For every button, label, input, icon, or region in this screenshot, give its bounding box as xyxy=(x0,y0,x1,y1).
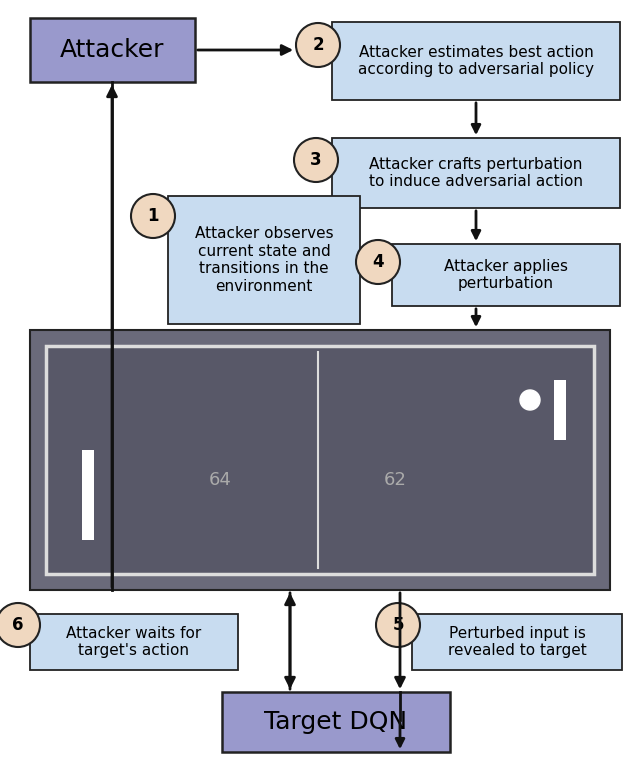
Text: 1: 1 xyxy=(147,207,159,225)
Text: 64: 64 xyxy=(209,471,232,489)
FancyBboxPatch shape xyxy=(554,380,566,440)
Ellipse shape xyxy=(294,138,338,182)
Text: Attacker observes
current state and
transitions in the
environment: Attacker observes current state and tran… xyxy=(195,227,333,293)
FancyBboxPatch shape xyxy=(222,692,450,752)
Text: 2: 2 xyxy=(312,36,324,54)
FancyBboxPatch shape xyxy=(30,614,238,670)
Text: Perturbed input is
revealed to target: Perturbed input is revealed to target xyxy=(447,625,586,658)
FancyBboxPatch shape xyxy=(46,346,594,574)
Text: 3: 3 xyxy=(310,151,322,169)
Text: 6: 6 xyxy=(12,616,24,634)
Ellipse shape xyxy=(296,23,340,67)
Text: 4: 4 xyxy=(372,253,384,271)
FancyBboxPatch shape xyxy=(82,450,94,540)
Text: Target DQN: Target DQN xyxy=(264,710,408,734)
FancyBboxPatch shape xyxy=(412,614,622,670)
FancyBboxPatch shape xyxy=(392,244,620,306)
Ellipse shape xyxy=(0,603,40,647)
Text: Attacker waits for
target's action: Attacker waits for target's action xyxy=(67,625,202,658)
Circle shape xyxy=(520,390,540,410)
Text: 62: 62 xyxy=(383,471,406,489)
Ellipse shape xyxy=(356,240,400,284)
FancyBboxPatch shape xyxy=(30,330,610,590)
Text: Attacker: Attacker xyxy=(60,38,164,62)
Text: Attacker crafts perturbation
to induce adversarial action: Attacker crafts perturbation to induce a… xyxy=(369,157,583,189)
Text: Attacker applies
perturbation: Attacker applies perturbation xyxy=(444,259,568,291)
Text: 5: 5 xyxy=(392,616,404,634)
Ellipse shape xyxy=(376,603,420,647)
FancyBboxPatch shape xyxy=(332,138,620,208)
Ellipse shape xyxy=(131,194,175,238)
FancyBboxPatch shape xyxy=(332,22,620,100)
FancyBboxPatch shape xyxy=(30,18,195,82)
FancyBboxPatch shape xyxy=(168,196,360,324)
Text: Attacker estimates best action
according to adversarial policy: Attacker estimates best action according… xyxy=(358,45,594,77)
